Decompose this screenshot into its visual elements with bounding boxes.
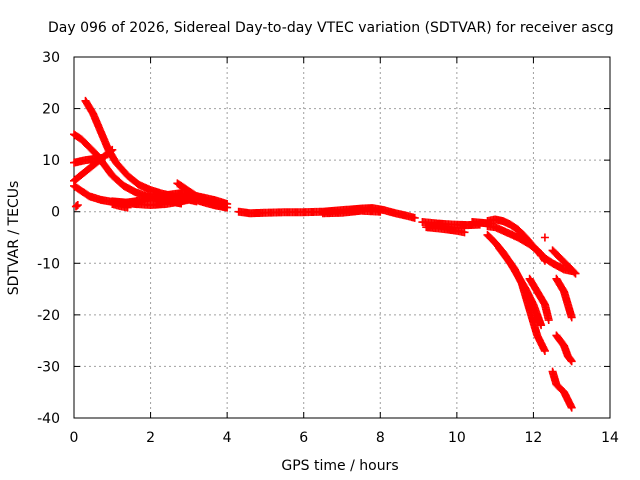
data-point-arc-d — [107, 146, 116, 155]
y-tick-label: -30 — [37, 359, 60, 375]
data-point-arc-q — [537, 321, 546, 330]
x-tick-label: 8 — [376, 430, 385, 446]
x-tick-label: 10 — [448, 430, 466, 446]
data-point-arc-k — [376, 207, 385, 216]
data-point-arc-s — [544, 316, 553, 325]
data-point-arc-u — [567, 267, 576, 276]
data-point-arc-m — [460, 228, 469, 237]
data-points — [70, 96, 580, 412]
x-axis-label: GPS time / hours — [281, 458, 398, 474]
x-tick-label: 2 — [146, 430, 155, 446]
data-point-arc-y — [540, 233, 549, 242]
axis-ticks: 0 2 4 6 8 10 12 14 -40 -30 -20 -10 0 10 20 30 — [37, 50, 619, 446]
data-point-arc-d — [108, 145, 117, 154]
y-tick-label: -40 — [37, 411, 60, 427]
y-tick-label: 30 — [42, 50, 60, 66]
y-tick-label: 0 — [51, 205, 60, 221]
grid — [74, 57, 610, 418]
y-tick-label: 20 — [42, 102, 60, 118]
data-point-arc-f — [223, 203, 232, 212]
data-point-arc-r — [540, 346, 549, 355]
data-point-arc-v — [567, 313, 576, 322]
x-tick-label: 6 — [299, 430, 308, 446]
chart-title: Day 096 of 2026, Sidereal Day-to-day VTE… — [48, 20, 614, 36]
data-point-arc-i — [219, 202, 228, 211]
data-point-arc-g — [73, 201, 82, 210]
y-axis-label: SDTVAR / TECUs — [6, 181, 22, 296]
x-tick-label: 12 — [525, 430, 543, 446]
y-tick-label: 10 — [42, 153, 60, 169]
data-point-arc-j — [410, 213, 419, 222]
x-tick-label: 0 — [70, 430, 79, 446]
data-point-arc-x — [567, 403, 576, 412]
x-tick-label: 4 — [223, 430, 232, 446]
y-tick-label: -20 — [37, 308, 60, 324]
data-point-arc-h — [123, 203, 132, 212]
x-tick-label: 14 — [601, 430, 619, 446]
y-tick-label: -10 — [37, 256, 60, 272]
plot-frame — [73, 56, 611, 419]
data-point-arc-w — [567, 357, 576, 366]
